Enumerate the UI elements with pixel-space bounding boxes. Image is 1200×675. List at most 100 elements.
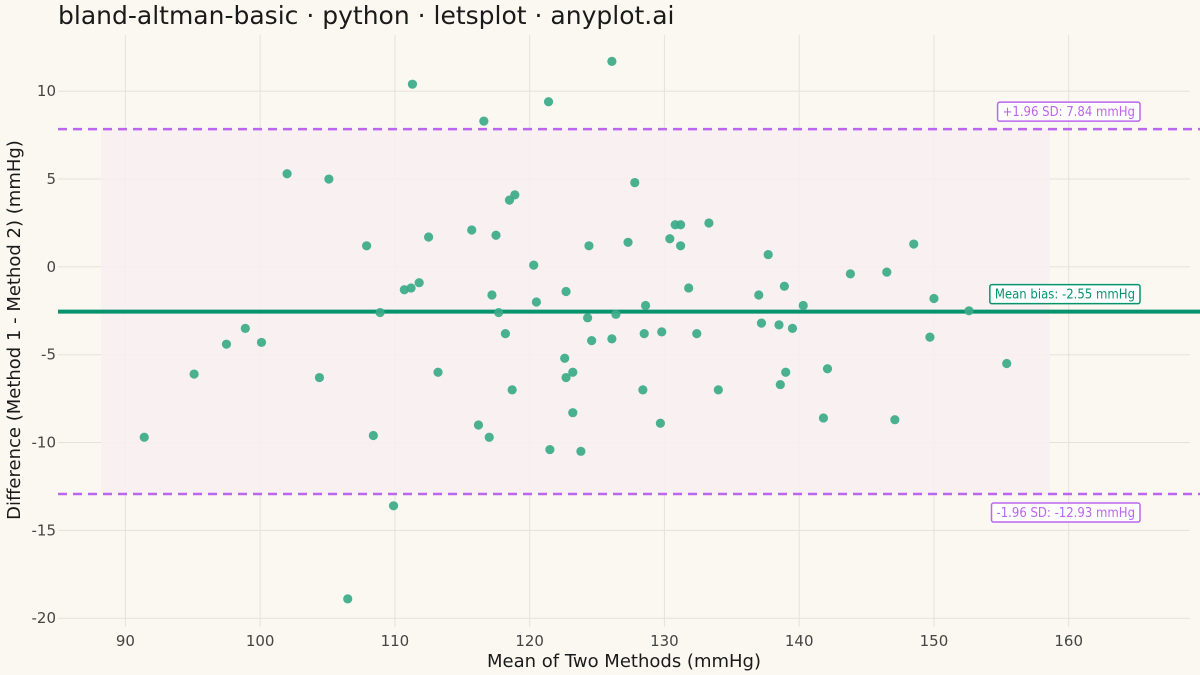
data-point [484,432,494,442]
mean-bias-label-box [989,283,1141,305]
x-tick-label: 130 [650,632,679,650]
data-point [529,260,539,270]
data-point [561,372,571,383]
lower-loa-label-box [990,502,1141,523]
data-point [507,385,517,395]
data-point [491,230,501,240]
data-point [362,241,372,251]
y-tick-label: 5 [46,170,56,188]
data-point [657,327,667,337]
mean-bias-label: Mean bias: -2.55 mmHg [989,283,1141,305]
x-tick-label: 140 [785,632,814,650]
data-point [560,353,570,363]
data-point [221,339,232,349]
data-point [779,281,789,291]
data-point [139,432,149,442]
data-point [500,329,511,339]
data-point [684,283,694,293]
data-point [256,337,267,348]
y-tick-label: 0 [46,258,56,276]
y-tick-label: 10 [37,82,56,100]
data-point [638,385,648,395]
data-point [607,56,617,66]
data-point [406,283,416,293]
data-point [692,329,702,339]
y-axis-title: Difference (Method 1 - Method 2) (mmHg) [4,140,25,520]
data-point [467,225,477,235]
data-point [798,300,808,311]
data-point [775,379,785,390]
x-tick-label: 160 [1054,632,1083,650]
data-point [343,594,353,604]
data-point [754,290,764,300]
data-point [882,267,892,277]
data-point [494,307,504,318]
y-tick-label: -5 [41,346,56,364]
data-point [655,418,665,428]
data-point [781,367,791,377]
data-point [704,218,714,228]
data-point [545,444,555,455]
reference-lines [58,127,1200,496]
upper-loa-label-text: +1.96 SD: 7.84 mmHg [1003,105,1135,120]
data-point [774,320,784,330]
data-point [639,329,649,339]
data-point [324,174,334,184]
data-point [607,334,617,344]
data-point [787,323,798,333]
data-point [561,286,571,297]
data-point [189,369,199,379]
data-point [925,332,935,342]
data-point [676,220,686,230]
data-point [763,249,773,260]
lower-loa-label: -1.96 SD: -12.93 mmHg [990,502,1141,523]
data-point [543,97,554,107]
data-point [368,430,378,441]
data-point [375,307,385,318]
data-point [1002,358,1012,369]
x-tick-label: 110 [381,632,410,650]
data-point [584,241,594,251]
data-point [531,297,542,307]
y-tick-label: -20 [32,609,57,627]
data-point [822,364,833,374]
data-point [568,408,578,418]
data-point [568,367,578,377]
chart-title: bland-altman-basic · python · letsplot ·… [58,1,675,30]
data-point [388,501,399,511]
data-point [756,318,767,328]
data-points [139,56,1012,604]
data-point [909,239,919,249]
data-point [576,446,586,456]
data-point [423,232,434,242]
data-point [487,290,497,300]
lower-loa-label-text: -1.96 SD: -12.93 mmHg [997,506,1135,521]
x-tick-label: 100 [246,632,275,650]
data-point [407,79,418,89]
data-point [676,241,686,251]
data-point [282,169,292,179]
data-point [314,372,325,383]
data-point [473,420,484,430]
x-tick-label: 90 [116,632,135,650]
data-point [665,234,675,244]
annotations: +1.96 SD: 7.84 mmHg Mean bias: -2.55 mmHg… [989,101,1141,523]
upper-loa-label: +1.96 SD: 7.84 mmHg [996,101,1141,122]
data-point [964,306,974,316]
x-tick-label: 120 [515,632,544,650]
data-point [587,336,597,346]
data-point [845,269,856,279]
tick-labels: 90 100 110 120 130 140 150 160 -20 -15 -10 -5 0 5 10 [32,82,1084,650]
data-point [510,190,520,200]
mean-bias-label-text: Mean bias: -2.55 mmHg [995,288,1135,303]
data-point [929,293,939,304]
y-tick-label: -15 [32,521,57,539]
data-point [640,300,651,311]
x-tick-label: 150 [920,632,949,650]
upper-loa-label-box [996,101,1141,122]
data-point [414,278,424,288]
data-point [818,413,829,423]
data-point [433,367,443,377]
data-point [583,313,593,323]
